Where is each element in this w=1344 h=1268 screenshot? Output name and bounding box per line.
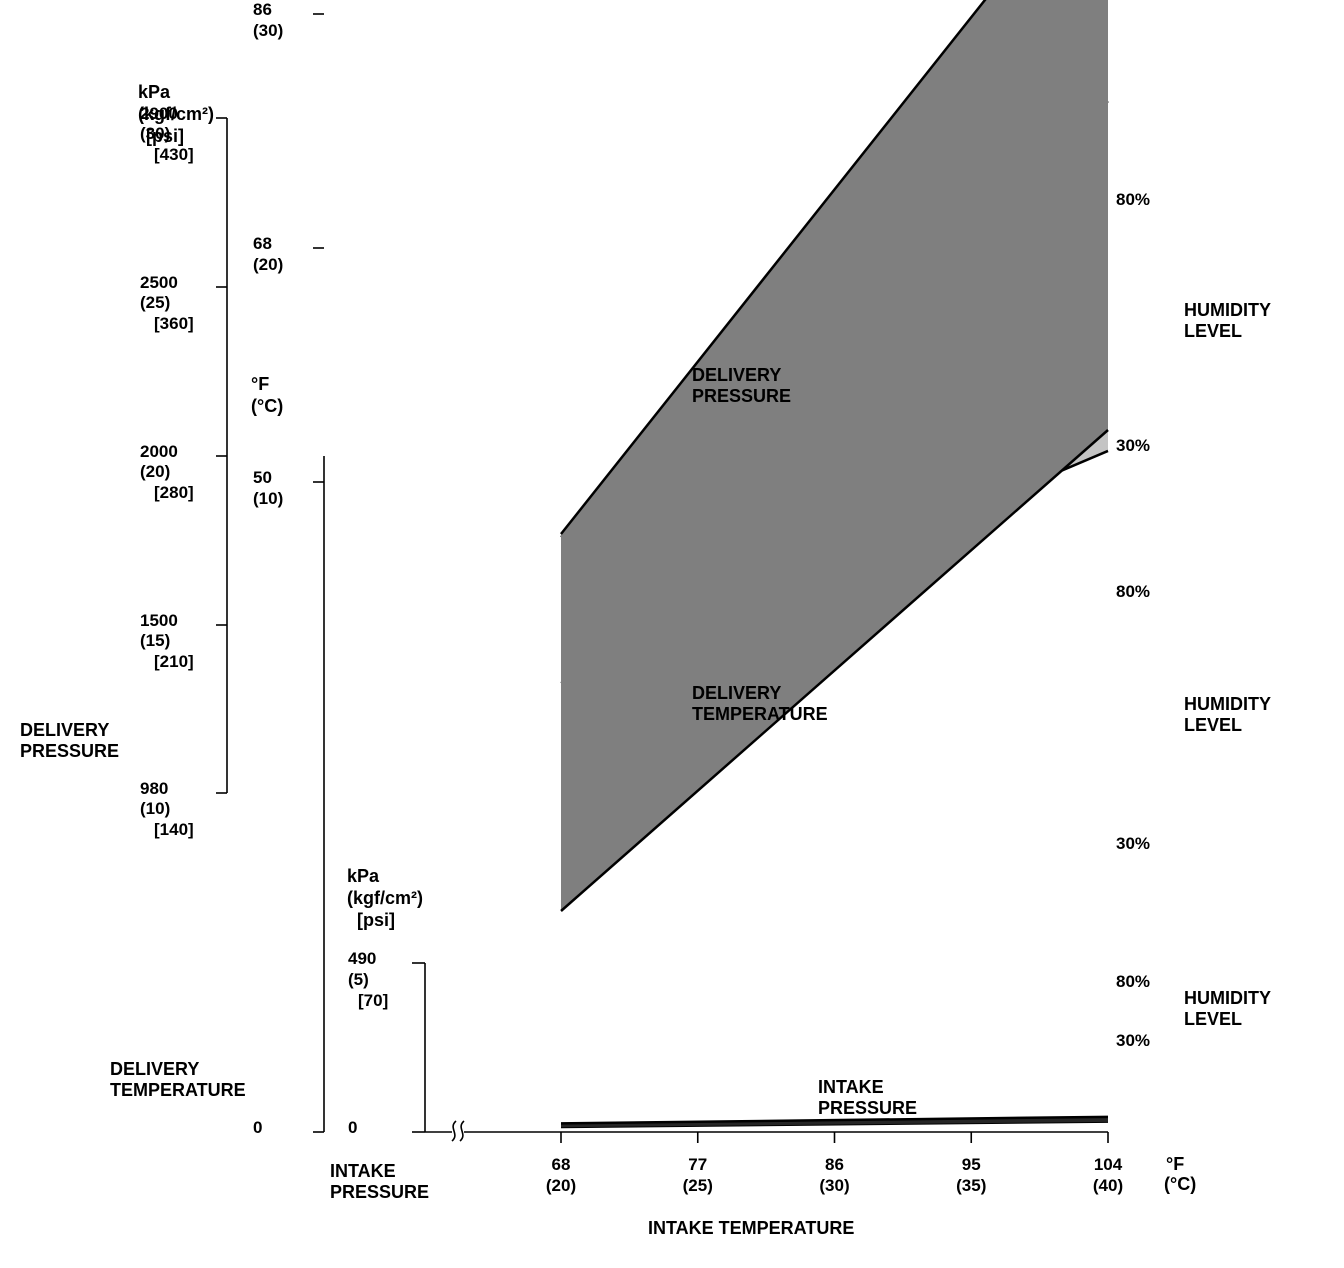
delivery-temperature-series-label-line1: DELIVERY bbox=[692, 683, 781, 703]
delivery-pressure-unit-kpa: kPa bbox=[138, 82, 171, 102]
delivery-pressure-axis: kPa (kgf/cm²) [psi] 2900(30) [430] 2500(25… bbox=[20, 82, 228, 839]
intake-temperature-tick-f: 77 bbox=[688, 1155, 707, 1174]
delivery-temperature-axis: °F (°C) 104(40)86(30)68(20)50(10)0 DELIV… bbox=[110, 0, 325, 1137]
intake-temperature-ticks: 68 (20) 77 (25) 86 (30) 95 (35) 104 (40) bbox=[546, 1132, 1123, 1195]
delivery-pressure-tick-kgf: (15) bbox=[140, 631, 170, 650]
intake-temperature-tick-f: 68 bbox=[552, 1155, 571, 1174]
delivery-pressure-unit-psi: [psi] bbox=[146, 126, 184, 146]
intake-pressure-unit-kpa: kPa bbox=[347, 866, 380, 886]
intake-temperature-tick-f: 86 bbox=[825, 1155, 844, 1174]
delivery-pressure-tick-kpa: 980 bbox=[140, 779, 168, 798]
delivery-temperature-band bbox=[561, 0, 1108, 911]
humidity-level-label-3-line2: LEVEL bbox=[1184, 1009, 1242, 1029]
x-axis-unit-f: °F bbox=[1166, 1154, 1184, 1174]
delivery-pressure-axis-label-line2: PRESSURE bbox=[20, 741, 119, 761]
delivery-pressure-humidity-80-label: 80% bbox=[1116, 190, 1150, 209]
intake-pressure-band-humidity-80-line bbox=[560, 1115, 1109, 1125]
delivery-temperature-tick-c: (20) bbox=[253, 255, 283, 274]
delivery-temperature-humidity-30-label: 30% bbox=[1116, 834, 1150, 853]
delivery-temperature-ticks: 104(40)86(30)68(20)50(10)0 bbox=[253, 0, 324, 1137]
delivery-pressure-tick-psi: [280] bbox=[154, 483, 194, 502]
delivery-pressure-tick-psi: [360] bbox=[154, 314, 194, 333]
delivery-pressure-series-label-line1: DELIVERY bbox=[692, 365, 781, 385]
series-labels: DELIVERY PRESSURE DELIVERY TEMPERATURE I… bbox=[692, 365, 917, 1118]
delivery-pressure-tick-kgf: (10) bbox=[140, 799, 170, 818]
delivery-pressure-tick-kpa: 2900 bbox=[140, 104, 178, 123]
intake-pressure-ticks: 490 (5) [70] 0 bbox=[348, 949, 425, 1137]
delivery-pressure-tick-kpa: 2500 bbox=[140, 273, 178, 292]
intake-pressure-axis-label-line1: INTAKE bbox=[330, 1161, 396, 1181]
intake-pressure-axis: kPa (kgf/cm²) [psi] 490 (5) [70] 0 INTAKE P… bbox=[330, 866, 429, 1202]
intake-pressure-tick-kgf: (5) bbox=[348, 970, 369, 989]
intake-temperature-tick-c: (40) bbox=[1093, 1176, 1123, 1195]
x-axis-label: INTAKE TEMPERATURE bbox=[648, 1218, 854, 1238]
intake-temperature-axis: 68(20)77(25)86(30)95(35)104(40) °F (°C) … bbox=[425, 1120, 1196, 1238]
intake-pressure-axis-label-line2: PRESSURE bbox=[330, 1182, 429, 1202]
intake-temperature-tick-f: 95 bbox=[962, 1155, 981, 1174]
humidity-level-label-2-line2: LEVEL bbox=[1184, 715, 1242, 735]
intake-temperature-tick-f: 104 bbox=[1094, 1155, 1123, 1174]
intake-temperature-tick-c: (35) bbox=[956, 1176, 986, 1195]
delivery-temperature-band-humidity-80-line bbox=[560, 0, 987, 535]
humidity-level-label-2-line1: HUMIDITY bbox=[1184, 694, 1271, 714]
delivery-pressure-tick-kgf: (25) bbox=[140, 293, 170, 312]
delivery-pressure-ticks: 2900(30) [430] 2500(25) [360] 2000(20) [280] 1… bbox=[140, 104, 227, 839]
delivery-temperature-unit-c: (°C) bbox=[251, 396, 283, 416]
humidity-level-label-1-line1: HUMIDITY bbox=[1184, 300, 1271, 320]
delivery-temperature-tick-c: (10) bbox=[253, 489, 283, 508]
delivery-pressure-tick-kpa: 2000 bbox=[140, 442, 178, 461]
delivery-temperature-tick-f: 50 bbox=[253, 468, 272, 487]
intake-temperature-tick-c: (20) bbox=[546, 1176, 576, 1195]
delivery-pressure-tick-kpa: 1500 bbox=[140, 611, 178, 630]
delivery-temperature-axis-label-line2: TEMPERATURE bbox=[110, 1080, 246, 1100]
humidity-level-label-3-line1: HUMIDITY bbox=[1184, 988, 1271, 1008]
delivery-temperature-unit-f: °F bbox=[251, 374, 269, 394]
delivery-temperature-axis-label-line1: DELIVERY bbox=[110, 1059, 199, 1079]
intake-temperature-tick-c: (30) bbox=[819, 1176, 849, 1195]
axis-break-icon bbox=[451, 1120, 465, 1142]
delivery-pressure-unit-kgf: (kgf/cm²) bbox=[138, 104, 214, 124]
delivery-temperature-humidity-80-label: 80% bbox=[1116, 582, 1150, 601]
delivery-temperature-band-humidity-30-line bbox=[560, 429, 1109, 912]
delivery-pressure-humidity-30-label: 30% bbox=[1116, 436, 1150, 455]
intake-pressure-tick-kpa: 490 bbox=[348, 949, 376, 968]
delivery-pressure-tick-psi: [430] bbox=[154, 145, 194, 164]
intake-pressure-humidity-30-label: 30% bbox=[1116, 1031, 1150, 1050]
intake-pressure-series-label-line1: INTAKE bbox=[818, 1077, 884, 1097]
intake-pressure-humidity-80-label: 80% bbox=[1116, 972, 1150, 991]
intake-temperature-tick-c: (25) bbox=[683, 1176, 713, 1195]
delivery-pressure-series-label-line2: PRESSURE bbox=[692, 386, 791, 406]
delivery-temperature-tick-f: 0 bbox=[253, 1118, 262, 1137]
intake-pressure-unit-kgf: (kgf/cm²) bbox=[347, 888, 423, 908]
series-bands bbox=[560, 0, 1109, 1129]
delivery-temperature-tick-f: 68 bbox=[253, 234, 272, 253]
intake-pressure-tick-psi: [70] bbox=[358, 991, 388, 1010]
delivery-pressure-tick-kgf: (20) bbox=[140, 462, 170, 481]
delivery-pressure-tick-kgf: (30) bbox=[140, 124, 170, 143]
delivery-pressure-tick-psi: [210] bbox=[154, 652, 194, 671]
delivery-pressure-axis-label-line1: DELIVERY bbox=[20, 720, 109, 740]
delivery-temperature-tick-c: (30) bbox=[253, 21, 283, 40]
x-axis-unit-c: (°C) bbox=[1164, 1174, 1196, 1194]
humidity-level-label-1-line2: LEVEL bbox=[1184, 321, 1242, 341]
delivery-temperature-series-label-line2: TEMPERATURE bbox=[692, 704, 828, 724]
intake-pressure-tick-kpa: 0 bbox=[348, 1118, 357, 1137]
intake-pressure-band-humidity-30-line bbox=[560, 1121, 1109, 1129]
intake-pressure-unit-psi: [psi] bbox=[357, 910, 395, 930]
humidity-labels: 80% 30% HUMIDITY LEVEL 80% 30% HUMIDITY … bbox=[1116, 190, 1271, 1050]
delivery-temperature-tick-f: 86 bbox=[253, 0, 272, 19]
intake-pressure-series-label-line2: PRESSURE bbox=[818, 1098, 917, 1118]
delivery-pressure-tick-psi: [140] bbox=[154, 820, 194, 839]
